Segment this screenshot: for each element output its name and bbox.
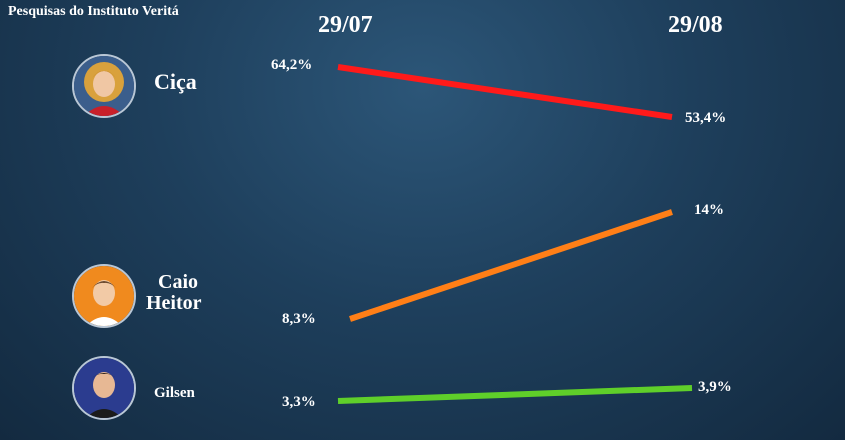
date-label-end: 29/08 bbox=[668, 12, 723, 38]
series-line-gilsen bbox=[337, 385, 693, 404]
avatar-gilsen bbox=[72, 356, 136, 420]
man-portrait-icon bbox=[74, 266, 134, 326]
candidate-name-caio-heitor: Caio Heitor bbox=[146, 272, 202, 314]
data-label-cica-start: 64,2% bbox=[271, 57, 313, 73]
date-label-start: 29/07 bbox=[318, 12, 373, 38]
candidate-name-line-2: Heitor bbox=[146, 292, 202, 314]
avatar-caio-heitor bbox=[72, 264, 136, 328]
data-label-gilsen-start: 3,3% bbox=[282, 394, 316, 410]
candidate-name-line-1: Caio bbox=[158, 271, 198, 293]
data-label-cica-end: 53,4% bbox=[685, 110, 727, 126]
avatar-cica bbox=[72, 54, 136, 118]
series-line-caio-heitor bbox=[349, 209, 673, 322]
data-label-caio-start: 8,3% bbox=[282, 311, 316, 327]
candidate-name-cica: Ciça bbox=[154, 69, 197, 94]
data-label-caio-end: 14% bbox=[694, 202, 724, 218]
woman-portrait-icon bbox=[74, 56, 134, 116]
data-label-gilsen-end: 3,9% bbox=[698, 379, 732, 395]
candidate-name-gilsen: Gilsen bbox=[154, 385, 195, 401]
man-portrait-icon bbox=[74, 358, 134, 418]
chart-title: Pesquisas do Instituto Veritá bbox=[8, 4, 179, 19]
series-line-cica bbox=[337, 64, 673, 120]
